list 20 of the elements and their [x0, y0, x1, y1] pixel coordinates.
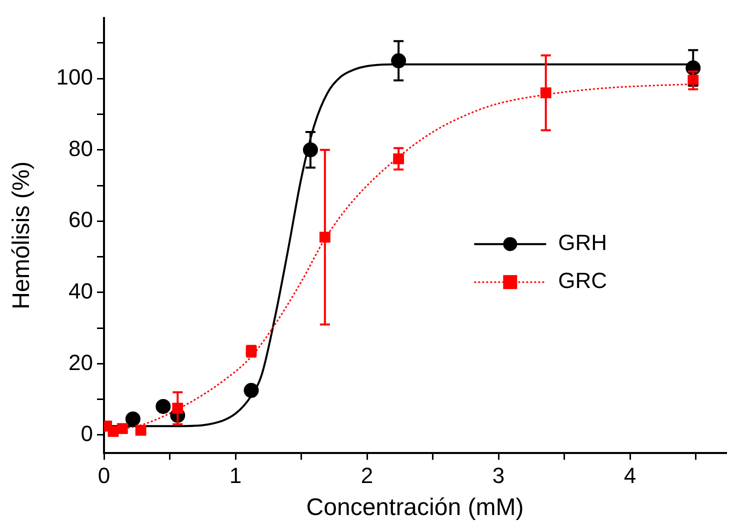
x-tick-label: 3 — [492, 463, 505, 488]
y-tick-label: 80 — [68, 136, 93, 161]
point — [244, 382, 259, 398]
legend-label: GRH — [558, 230, 608, 256]
y-tick-label: 0 — [80, 421, 93, 446]
x-tick-label: 1 — [229, 463, 242, 488]
x-tick-label: 4 — [624, 463, 636, 488]
point — [125, 411, 140, 426]
point — [116, 423, 128, 434]
x-axis-title: Concentración (mM) — [306, 494, 524, 522]
legend-label: GRC — [558, 268, 608, 294]
y-tick-label: 40 — [68, 278, 93, 304]
y-axis-title: Hemólisis (%) — [8, 161, 36, 310]
point — [156, 398, 171, 414]
y-tick-label: 20 — [68, 350, 93, 375]
point — [135, 424, 146, 436]
y-tick-label: 60 — [68, 207, 93, 232]
y-tick-label: 100 — [56, 64, 93, 90]
x-tick-label: 0 — [98, 463, 110, 488]
x-tick-label: 2 — [360, 463, 374, 488]
